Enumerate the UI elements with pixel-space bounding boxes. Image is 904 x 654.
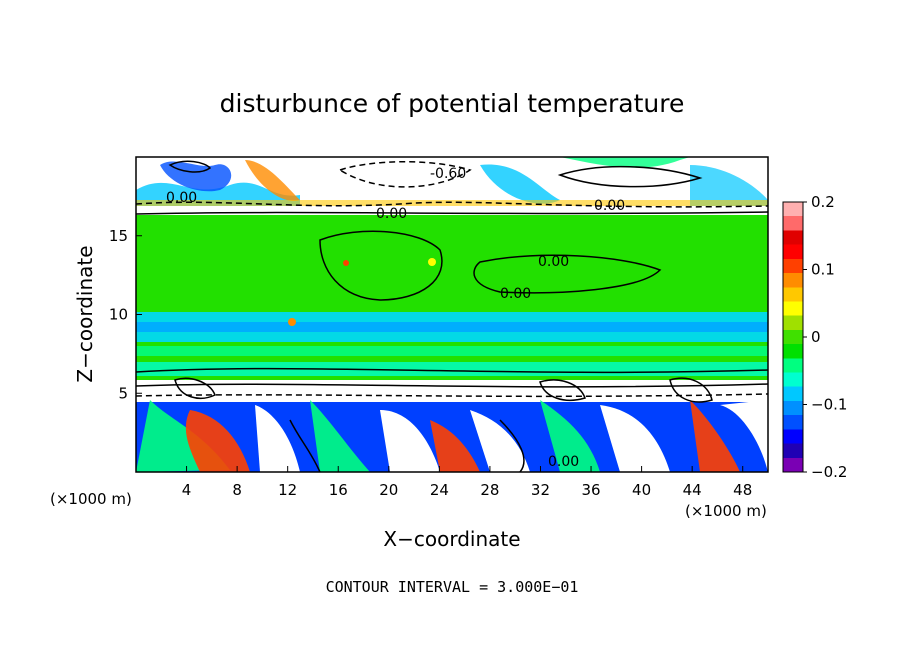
colorbar-bar — [782, 201, 804, 473]
x-tick-label: 24 — [430, 481, 449, 499]
x-tick-label: 12 — [278, 481, 297, 499]
contour-label: 0.00 — [500, 286, 531, 302]
x-tick-label: 32 — [531, 481, 550, 499]
z-tick-label: 15 — [109, 227, 128, 245]
contour-lines — [136, 160, 768, 472]
x-axis-label: X−coordinate — [383, 527, 520, 551]
z-unit-label: (×1000 m) — [50, 490, 132, 508]
x-tick-label: 4 — [182, 481, 192, 499]
colorbar-tick-label: 0.1 — [811, 261, 835, 279]
contour-label: 0.00 — [548, 454, 579, 470]
z-tick-label: 10 — [109, 306, 128, 324]
x-tick-label: 44 — [683, 481, 702, 499]
contour-label: 0.00 — [166, 190, 197, 206]
heatmap-field — [136, 157, 768, 472]
x-tick-label: 40 — [632, 481, 651, 499]
z-axis: 5 10 15 — [109, 227, 142, 402]
x-unit-label: (×1000 m) — [685, 502, 767, 520]
contour-label: 0.00 — [538, 254, 569, 270]
x-tick-label: 28 — [480, 481, 499, 499]
x-tick-label: 16 — [329, 481, 348, 499]
colorbar-tick-label: −0.2 — [811, 463, 847, 481]
contour-label-group: -0.60 0.00 0.00 0.00 0.00 0.00 0.00 — [166, 166, 625, 470]
contour-label: 0.00 — [594, 198, 625, 214]
z-tick-label: 5 — [118, 384, 128, 402]
z-axis-label: Z−coordinate — [73, 245, 97, 382]
x-tick-label: 8 — [232, 481, 242, 499]
contour-label: -0.60 — [430, 166, 466, 182]
colorbar-tick-label: 0 — [811, 328, 821, 346]
x-tick-label: 48 — [733, 481, 752, 499]
x-tick-label: 20 — [379, 481, 398, 499]
contour-label: 0.00 — [376, 206, 407, 222]
colorbar-tick-label: −0.1 — [811, 396, 847, 414]
x-axis: 4 8 12 16 20 24 28 32 36 40 44 48 — [182, 466, 752, 499]
colorbar: 0.2 0.1 0 −0.1 −0.2 — [782, 193, 847, 481]
x-tick-label: 36 — [581, 481, 600, 499]
chart-title: disturbunce of potential temperature — [220, 89, 685, 118]
contour-interval-note: CONTOUR INTERVAL = 3.000E−01 — [326, 578, 579, 596]
colorbar-tick-label: 0.2 — [811, 193, 835, 211]
